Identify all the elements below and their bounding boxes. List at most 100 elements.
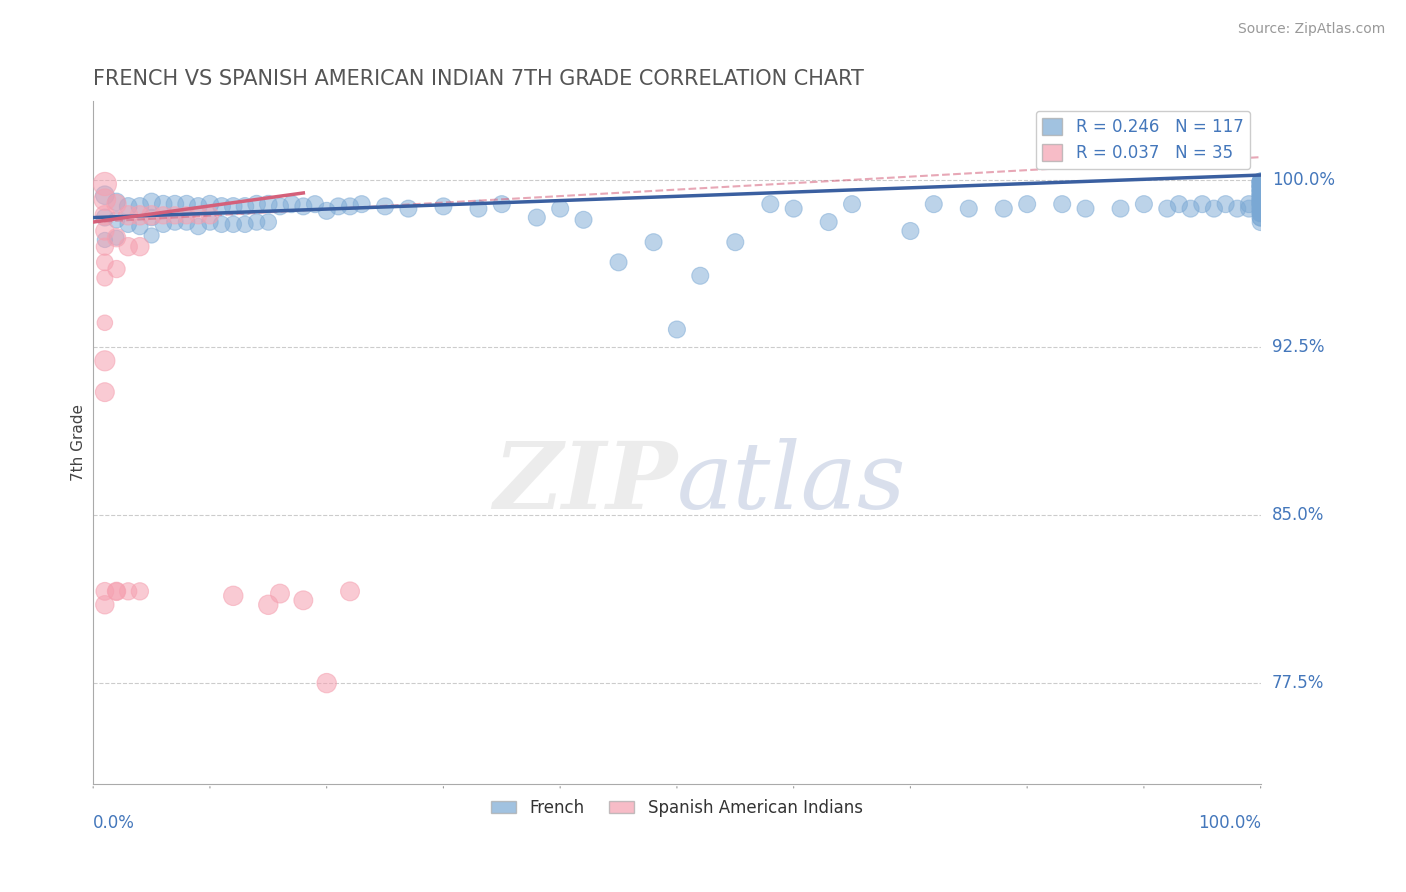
Point xyxy=(1250,184,1272,198)
Point xyxy=(328,199,350,213)
Point xyxy=(396,202,419,216)
Text: ZIP: ZIP xyxy=(492,439,676,528)
Point xyxy=(350,197,373,211)
Point xyxy=(152,208,174,222)
Point xyxy=(128,240,150,254)
Point xyxy=(467,202,489,216)
Point xyxy=(257,215,280,229)
Point xyxy=(1017,197,1039,211)
Point xyxy=(1250,179,1272,194)
Point xyxy=(128,208,150,222)
Point xyxy=(993,202,1015,216)
Point xyxy=(1250,197,1272,211)
Point xyxy=(374,199,396,213)
Text: 100.0%: 100.0% xyxy=(1272,170,1334,188)
Point xyxy=(759,197,782,211)
Point xyxy=(1250,193,1272,207)
Point xyxy=(1250,184,1272,198)
Point xyxy=(526,211,548,225)
Point xyxy=(105,584,128,599)
Point xyxy=(128,219,150,234)
Point xyxy=(94,193,117,207)
Point xyxy=(105,231,128,245)
Point xyxy=(233,217,256,231)
Text: 85.0%: 85.0% xyxy=(1272,507,1324,524)
Point xyxy=(233,199,256,213)
Point xyxy=(724,235,747,250)
Point xyxy=(900,224,922,238)
Point xyxy=(117,208,139,222)
Text: atlas: atlas xyxy=(676,439,907,528)
Point xyxy=(1250,175,1272,189)
Point xyxy=(176,208,198,222)
Point xyxy=(1250,184,1272,198)
Point xyxy=(1250,197,1272,211)
Point xyxy=(94,598,117,612)
Y-axis label: 7th Grade: 7th Grade xyxy=(72,404,86,481)
Point xyxy=(1250,179,1272,194)
Text: 0.0%: 0.0% xyxy=(93,814,135,832)
Point xyxy=(117,240,139,254)
Point xyxy=(280,197,302,211)
Legend: French, Spanish American Indians: French, Spanish American Indians xyxy=(484,792,869,823)
Point xyxy=(1250,175,1272,189)
Point xyxy=(572,212,595,227)
Point xyxy=(339,199,361,213)
Point xyxy=(117,217,139,231)
Point xyxy=(689,268,711,283)
Point xyxy=(1133,197,1156,211)
Point xyxy=(1237,202,1260,216)
Point xyxy=(339,584,361,599)
Point xyxy=(1250,202,1272,216)
Point xyxy=(1250,215,1272,229)
Point xyxy=(198,197,221,211)
Point xyxy=(1250,197,1272,211)
Point xyxy=(187,219,209,234)
Point xyxy=(1250,188,1272,202)
Point xyxy=(257,197,280,211)
Point xyxy=(257,598,280,612)
Point xyxy=(1202,202,1225,216)
Point xyxy=(176,197,198,211)
Point xyxy=(292,199,315,213)
Point xyxy=(841,197,863,211)
Point xyxy=(1250,188,1272,202)
Point xyxy=(1250,211,1272,225)
Point xyxy=(269,199,291,213)
Point xyxy=(94,255,117,269)
Point xyxy=(163,208,186,222)
Point xyxy=(1250,188,1272,202)
Point xyxy=(141,194,163,209)
Point xyxy=(198,208,221,222)
Point xyxy=(1226,202,1249,216)
Point xyxy=(211,217,233,231)
Point xyxy=(1250,193,1272,207)
Point xyxy=(141,211,163,225)
Point xyxy=(94,177,117,191)
Point xyxy=(665,322,688,336)
Point xyxy=(1250,206,1272,220)
Point xyxy=(1250,188,1272,202)
Point xyxy=(432,199,454,213)
Point xyxy=(817,215,839,229)
Point xyxy=(163,197,186,211)
Point xyxy=(1250,184,1272,198)
Point xyxy=(1250,202,1272,216)
Point xyxy=(1250,179,1272,194)
Point xyxy=(782,202,804,216)
Point xyxy=(176,215,198,229)
Point xyxy=(1250,188,1272,202)
Point xyxy=(94,385,117,400)
Point xyxy=(94,316,117,330)
Point xyxy=(548,202,571,216)
Point xyxy=(94,584,117,599)
Point xyxy=(94,188,117,202)
Point xyxy=(315,203,337,218)
Point xyxy=(105,231,128,245)
Point xyxy=(1050,197,1073,211)
Point xyxy=(1215,197,1237,211)
Point xyxy=(1250,193,1272,207)
Point xyxy=(491,197,513,211)
Text: Source: ZipAtlas.com: Source: ZipAtlas.com xyxy=(1237,22,1385,37)
Point xyxy=(105,212,128,227)
